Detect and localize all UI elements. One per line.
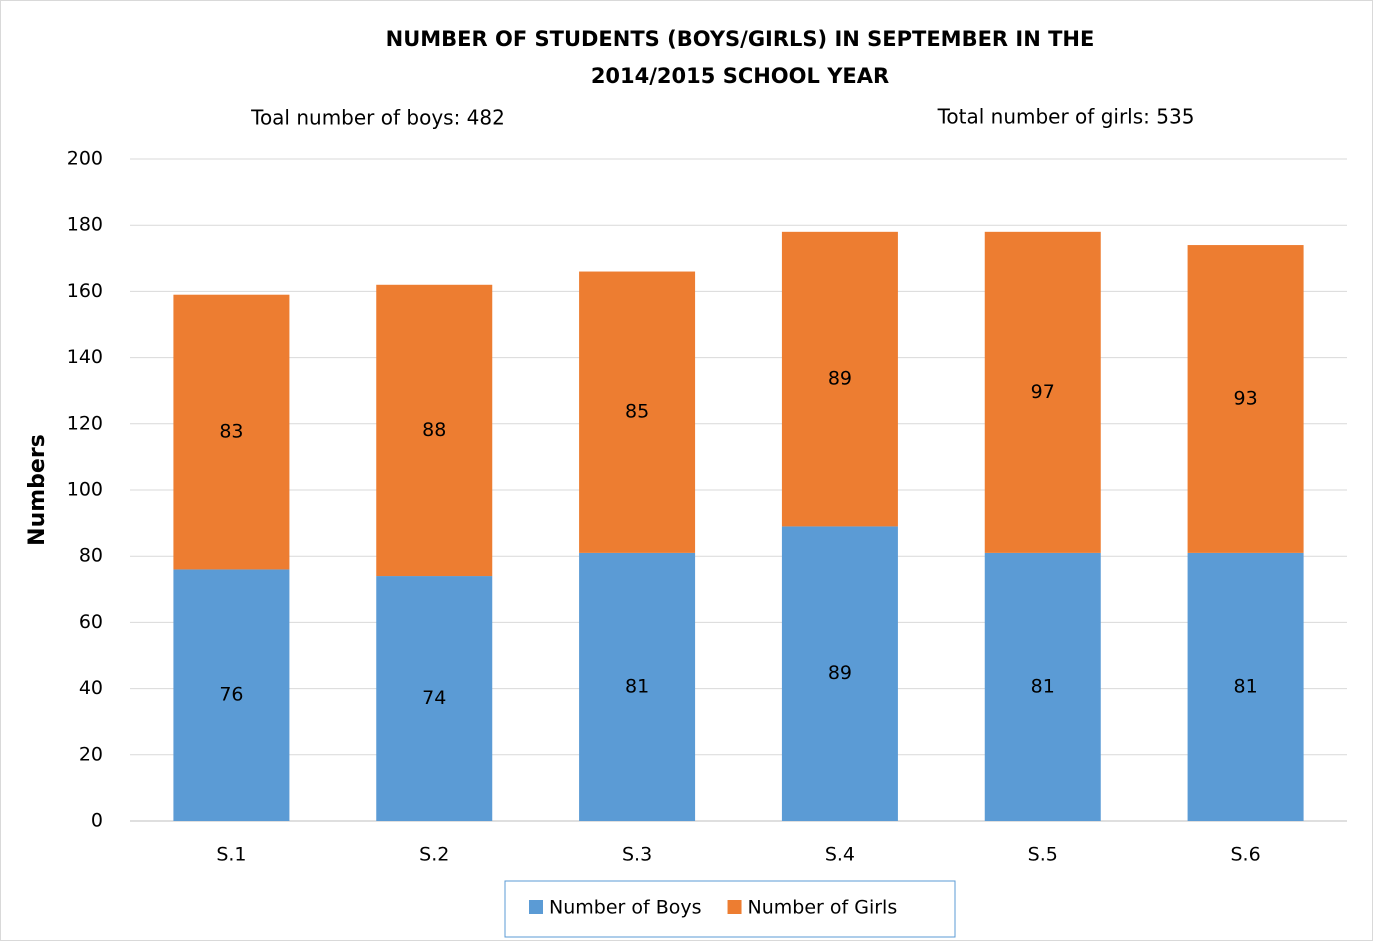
x-tick-label: S.4 [825, 844, 855, 866]
legend-label: Number of Boys [549, 897, 702, 919]
x-tick-label: S.3 [622, 844, 652, 866]
y-tick-label: 40 [79, 677, 103, 699]
data-label: 93 [1233, 387, 1257, 409]
bar-segment [579, 552, 696, 821]
bar-segment [376, 284, 493, 577]
bar-segment [781, 231, 898, 527]
y-tick-label: 160 [67, 280, 103, 302]
bar-segment [1187, 552, 1304, 821]
legend-swatch [727, 900, 742, 914]
data-label: 88 [422, 419, 446, 441]
data-label: 85 [625, 401, 649, 423]
legend-swatch [529, 900, 543, 914]
x-tick-label: S.1 [216, 844, 246, 866]
y-axis-label: Numbers [25, 434, 50, 546]
bar-segment [984, 552, 1101, 821]
bar-segment [579, 271, 696, 553]
data-label: 81 [1233, 675, 1257, 697]
bar-segment [984, 231, 1101, 553]
chart-title: NUMBER OF STUDENTS (BOYS/GIRLS) IN SEPTE… [386, 27, 1095, 51]
y-tick-label: 80 [79, 545, 103, 567]
bar-segment [173, 294, 290, 570]
data-label: 97 [1031, 381, 1055, 403]
data-label: 74 [422, 687, 446, 709]
data-label: 81 [1031, 675, 1055, 697]
annotation: Toal number of boys: 482 [250, 106, 505, 130]
bar-segment [1187, 245, 1304, 553]
bar-segment [376, 576, 493, 821]
legend-label: Number of Girls [748, 897, 898, 919]
y-tick-label: 0 [91, 810, 103, 832]
annotation: Total number of girls: 535 [937, 105, 1195, 129]
y-tick-label: 20 [79, 743, 103, 765]
y-tick-label: 140 [67, 346, 103, 368]
y-tick-label: 180 [67, 214, 103, 236]
bar-segment [173, 569, 290, 821]
data-label: 83 [219, 421, 243, 443]
data-label: 81 [625, 675, 649, 697]
y-tick-label: 100 [67, 479, 103, 501]
chart-title: 2014/2015 SCHOOL YEAR [591, 64, 889, 88]
x-tick-label: S.5 [1028, 844, 1058, 866]
data-label: 89 [828, 368, 852, 390]
y-tick-label: 120 [67, 412, 103, 434]
y-tick-label: 200 [67, 148, 103, 170]
y-tick-label: 60 [79, 611, 103, 633]
data-label: 89 [828, 662, 852, 684]
bar-segment [781, 526, 898, 821]
data-label: 76 [219, 684, 243, 706]
x-tick-label: S.2 [419, 844, 449, 866]
x-tick-label: S.6 [1230, 844, 1260, 866]
